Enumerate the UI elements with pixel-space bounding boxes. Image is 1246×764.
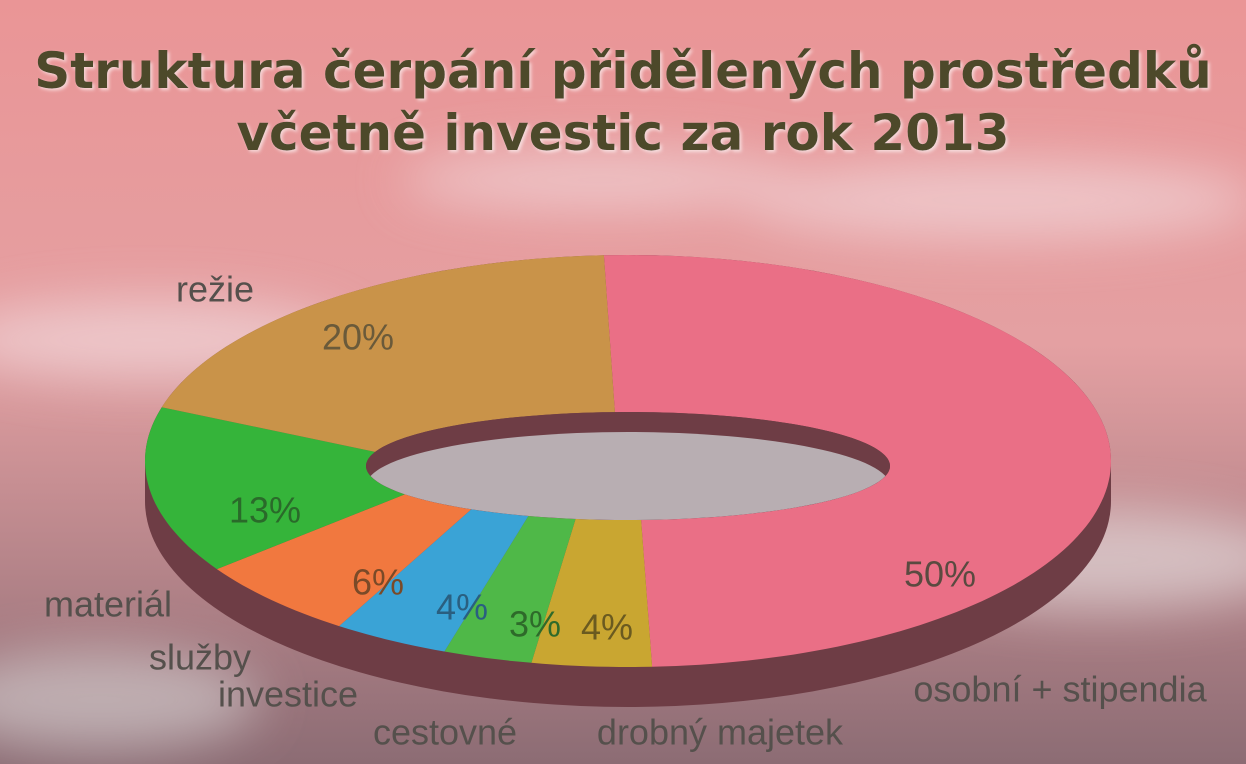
category-label: investice bbox=[218, 674, 358, 715]
value-label: 3% bbox=[509, 604, 561, 645]
category-label: osobní + stipendia bbox=[913, 669, 1207, 710]
category-label: materiál bbox=[44, 584, 172, 625]
slice bbox=[216, 494, 472, 627]
slice bbox=[161, 255, 615, 452]
value-label: 4% bbox=[436, 587, 488, 628]
value-label: 4% bbox=[581, 607, 633, 648]
category-label: drobný majetek bbox=[597, 712, 844, 753]
category-label: služby bbox=[149, 637, 251, 678]
category-label: režie bbox=[176, 269, 254, 310]
value-label: 6% bbox=[352, 562, 404, 603]
slice bbox=[603, 255, 1111, 667]
chart-title: včetně investic za rok 2013 bbox=[236, 104, 1009, 162]
slice bbox=[145, 407, 405, 570]
slice bbox=[339, 509, 529, 652]
value-label: 20% bbox=[322, 317, 394, 358]
category-label: cestovné bbox=[373, 712, 517, 753]
slice bbox=[444, 515, 576, 663]
chart-title: Struktura čerpání přidělených prostředků bbox=[34, 42, 1211, 100]
value-label: 13% bbox=[229, 490, 301, 531]
value-label: 50% bbox=[904, 554, 976, 595]
slice bbox=[531, 518, 653, 667]
